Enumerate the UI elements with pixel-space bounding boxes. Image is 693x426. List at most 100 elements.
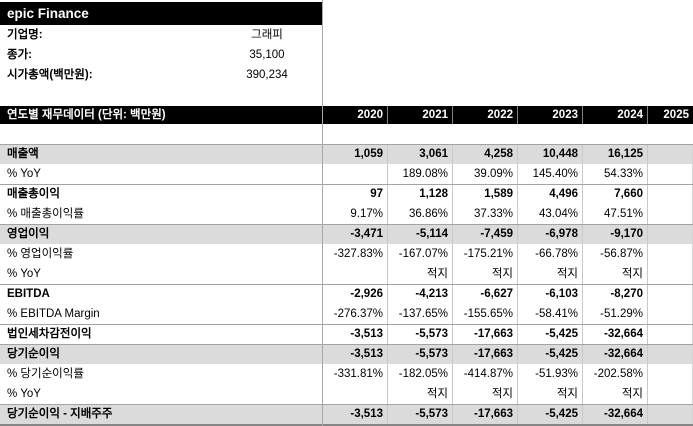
value-cell-2020[interactable]: 9.17%	[350, 208, 383, 220]
value-cell-2023[interactable]: 145.40%	[517, 164, 582, 184]
market-cap-value[interactable]: 390,234	[246, 69, 288, 81]
value-cell-2023[interactable]: 적지	[517, 264, 582, 284]
value-cell-2021[interactable]: 189.08%	[387, 164, 452, 184]
value-cell-2024[interactable]: 적지	[582, 384, 647, 404]
value-cell-2023[interactable]: -5,425	[517, 405, 582, 424]
value-cell-2024[interactable]: -32,664	[582, 405, 647, 424]
value-cell-2022[interactable]: -414.87%	[452, 364, 517, 384]
value-cell-2020[interactable]	[322, 384, 387, 404]
value-cell-2023[interactable]: -51.93%	[517, 364, 582, 384]
value-cell-2023[interactable]: -66.78%	[517, 244, 582, 264]
value-cell-2023[interactable]: 10,448	[517, 145, 582, 164]
value-cell-2021[interactable]: -167.07%	[387, 244, 452, 264]
value-cell-2020[interactable]	[322, 264, 387, 284]
value-cell-2023[interactable]: -5,425	[517, 325, 582, 344]
value-cell-2021[interactable]: 적지	[387, 384, 452, 404]
value-cell-2024[interactable]: -8,270	[582, 285, 647, 304]
value-cell-2022[interactable]: 적지	[452, 264, 517, 284]
value-cell-2025[interactable]	[647, 185, 693, 204]
value-cell-2022[interactable]: -155.65%	[452, 304, 517, 324]
value-cell-2023[interactable]: 43.04%	[517, 204, 582, 224]
row-label-cell[interactable]: 영업이익	[7, 228, 50, 240]
value-cell-2022[interactable]: 39.09%	[452, 164, 517, 184]
row-label-cell[interactable]: % 매출총이익률	[7, 208, 84, 220]
value-cell-2023[interactable]: -6,103	[517, 285, 582, 304]
row-label-cell[interactable]: % 영업이익률	[7, 248, 74, 260]
value-cell-2025[interactable]	[647, 285, 693, 304]
year-header-2023[interactable]: 2023	[517, 106, 582, 124]
value-cell-2021[interactable]: 적지	[387, 264, 452, 284]
value-cell-2020[interactable]: -327.83%	[333, 248, 383, 260]
row-label-cell[interactable]: EBITDA	[7, 288, 50, 300]
value-cell-2025[interactable]	[647, 384, 693, 404]
value-cell-2021[interactable]: -5,573	[387, 345, 452, 364]
value-cell-2021[interactable]: -5,114	[387, 225, 452, 244]
value-cell-2025[interactable]	[647, 164, 693, 184]
value-cell-2021[interactable]: 3,061	[387, 145, 452, 164]
value-cell-2025[interactable]	[647, 204, 693, 224]
value-cell-2025[interactable]	[647, 325, 693, 344]
value-cell-2025[interactable]	[647, 345, 693, 364]
value-cell-2023[interactable]: 4,496	[517, 185, 582, 204]
value-cell-2023[interactable]: 적지	[517, 384, 582, 404]
value-cell-2025[interactable]	[647, 304, 693, 324]
value-cell-2022[interactable]: 4,258	[452, 145, 517, 164]
year-header-2022[interactable]: 2022	[452, 106, 517, 124]
value-cell-2023[interactable]: -58.41%	[517, 304, 582, 324]
value-cell-2020[interactable]: -3,513	[350, 348, 383, 360]
value-cell-2023[interactable]: -5,425	[517, 345, 582, 364]
value-cell-2020[interactable]: 1,059	[354, 148, 383, 160]
row-label-cell[interactable]: % YoY	[7, 168, 41, 180]
value-cell-2021[interactable]: -137.65%	[387, 304, 452, 324]
value-cell-2025[interactable]	[647, 225, 693, 244]
year-header-2024[interactable]: 2024	[582, 106, 647, 124]
value-cell-2024[interactable]: 16,125	[582, 145, 647, 164]
row-label-cell[interactable]: % 당기순이익률	[7, 368, 84, 380]
year-header-2020[interactable]: 2020	[357, 109, 383, 121]
value-cell-2023[interactable]: -6,978	[517, 225, 582, 244]
value-cell-2021[interactable]: -5,573	[387, 405, 452, 424]
value-cell-2022[interactable]: -175.21%	[452, 244, 517, 264]
value-cell-2022[interactable]: -6,627	[452, 285, 517, 304]
row-label-cell[interactable]: 매출액	[7, 148, 39, 160]
value-cell-2021[interactable]: -4,213	[387, 285, 452, 304]
value-cell-2024[interactable]: -32,664	[582, 325, 647, 344]
value-cell-2024[interactable]: 47.51%	[582, 204, 647, 224]
value-cell-2025[interactable]	[647, 364, 693, 384]
value-cell-2022[interactable]: -17,663	[452, 405, 517, 424]
value-cell-2024[interactable]: -56.87%	[582, 244, 647, 264]
value-cell-2022[interactable]: -17,663	[452, 325, 517, 344]
closing-price-value[interactable]: 35,100	[249, 49, 285, 61]
value-cell-2020[interactable]: -3,471	[350, 228, 383, 240]
value-cell-2024[interactable]: -202.58%	[582, 364, 647, 384]
row-label-cell[interactable]: 법인세차감전이익	[7, 328, 92, 340]
value-cell-2025[interactable]	[647, 145, 693, 164]
row-label-cell[interactable]: % YoY	[7, 268, 41, 280]
row-label-cell[interactable]: % YoY	[7, 388, 41, 400]
value-cell-2024[interactable]: -32,664	[582, 345, 647, 364]
value-cell-2021[interactable]: 1,128	[387, 185, 452, 204]
value-cell-2022[interactable]: -7,459	[452, 225, 517, 244]
value-cell-2025[interactable]	[647, 405, 693, 424]
value-cell-2020[interactable]	[322, 164, 387, 184]
value-cell-2020[interactable]: -3,513	[350, 408, 383, 420]
company-name-value[interactable]: 그래피	[251, 29, 283, 41]
value-cell-2024[interactable]: 7,660	[582, 185, 647, 204]
value-cell-2025[interactable]	[647, 244, 693, 264]
value-cell-2024[interactable]: -9,170	[582, 225, 647, 244]
value-cell-2024[interactable]: -51.29%	[582, 304, 647, 324]
year-header-2025[interactable]: 2025	[647, 106, 693, 124]
value-cell-2022[interactable]: 적지	[452, 384, 517, 404]
value-cell-2025[interactable]	[647, 264, 693, 284]
row-label-cell[interactable]: 매출총이익	[7, 188, 60, 200]
year-header-2021[interactable]: 2021	[387, 106, 452, 124]
value-cell-2020[interactable]: -331.81%	[333, 368, 383, 380]
row-label-cell[interactable]: 당기순이익	[7, 348, 60, 360]
value-cell-2024[interactable]: 적지	[582, 264, 647, 284]
value-cell-2020[interactable]: 97	[370, 188, 383, 200]
row-label-cell[interactable]: 당기순이익 - 지배주주	[7, 408, 113, 420]
value-cell-2021[interactable]: 36.86%	[387, 204, 452, 224]
value-cell-2022[interactable]: 1,589	[452, 185, 517, 204]
value-cell-2020[interactable]: -276.37%	[333, 308, 383, 320]
value-cell-2021[interactable]: -182.05%	[387, 364, 452, 384]
